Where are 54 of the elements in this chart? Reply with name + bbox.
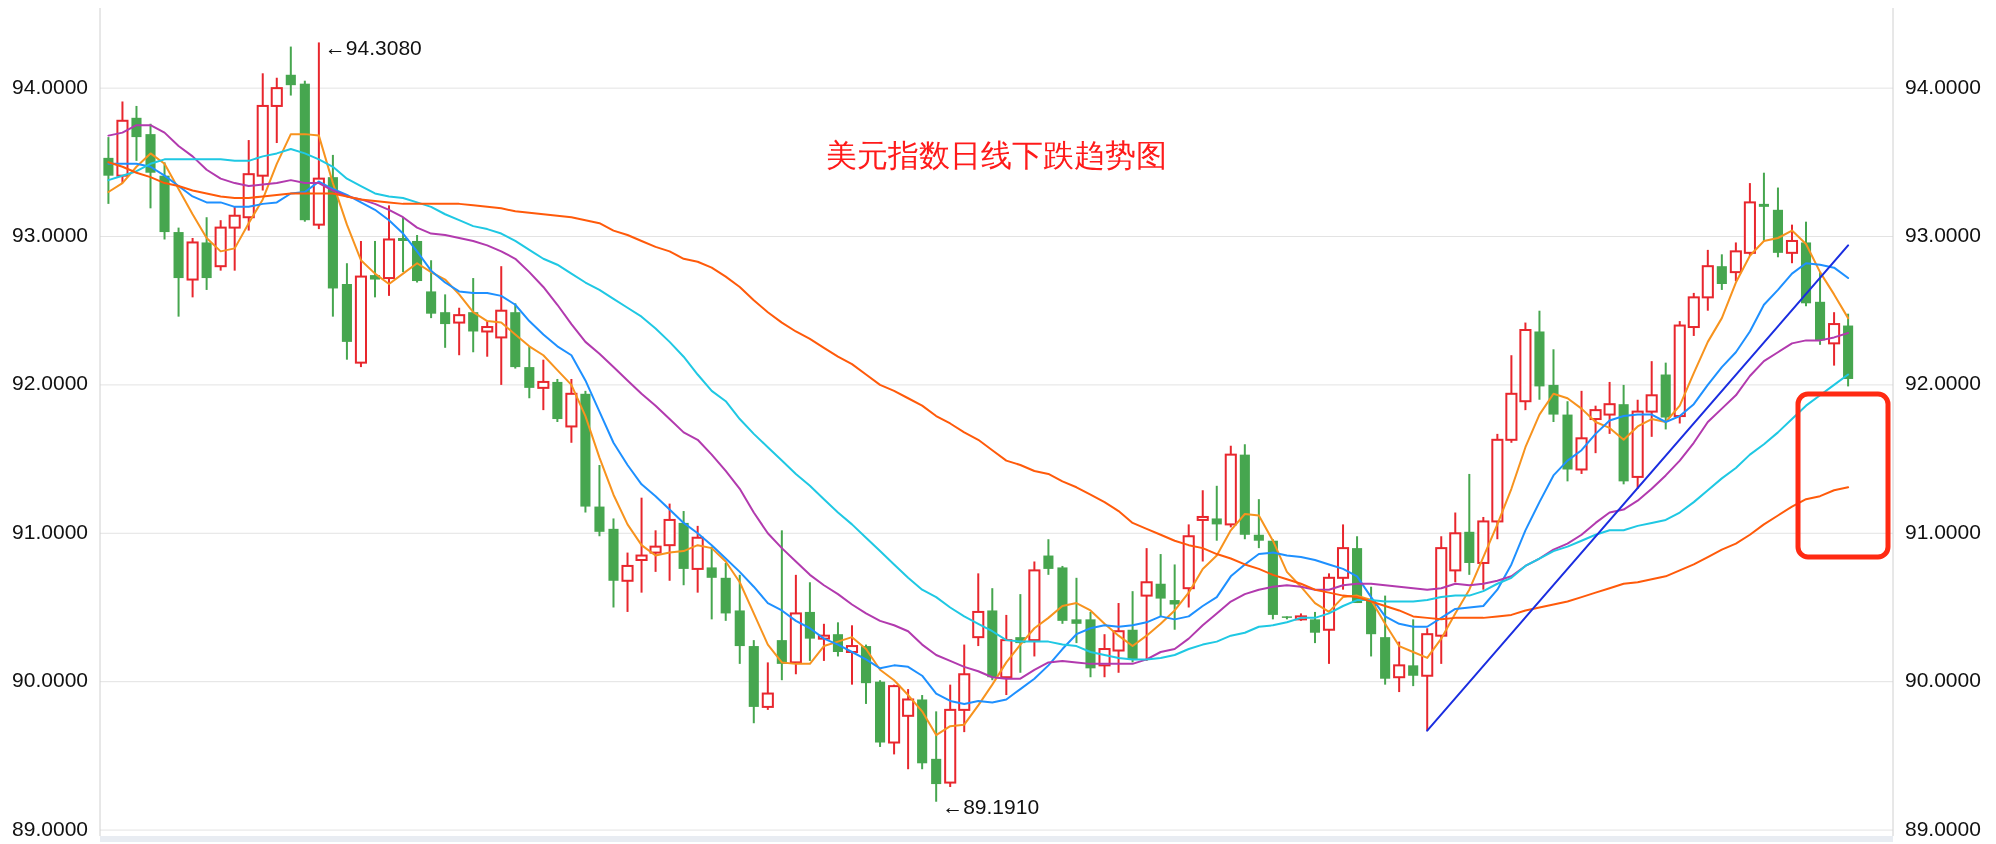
candlestick: [1758, 171, 1769, 242]
candlestick: [1408, 618, 1419, 688]
annotation: ←94.3080: [324, 35, 422, 59]
candlestick: [453, 306, 466, 357]
y2-tick-label: 92.0000: [1905, 371, 1981, 395]
candlestick: [1785, 223, 1799, 265]
candlestick: [440, 293, 451, 349]
candlestick: [1309, 610, 1321, 645]
candlestick: [1253, 498, 1264, 550]
candlestick: [1043, 538, 1054, 576]
candlestick: [1140, 547, 1153, 662]
candlestick: [524, 345, 535, 400]
candlestick: [1589, 404, 1602, 455]
candlestick: [1645, 360, 1658, 438]
candlestick: [1155, 553, 1166, 618]
candlestick: [1112, 602, 1125, 674]
candlestick: [635, 496, 648, 594]
candlestick: [706, 545, 717, 621]
y2-tick-label: 93.0000: [1905, 223, 1981, 247]
candlestick: [285, 45, 296, 97]
candlestick: [468, 277, 479, 354]
y-tick-label: 89.0000: [12, 816, 88, 840]
candlestick: [537, 358, 550, 412]
candlestick: [621, 551, 634, 613]
candlestick: [369, 239, 381, 299]
text: 美元指数日线下跌趋势图: [826, 138, 1167, 173]
candlestick: [761, 661, 774, 711]
y2-tick-label: 89.0000: [1905, 816, 1981, 840]
candlestick: [1211, 484, 1222, 542]
candlestick: [1071, 576, 1082, 645]
candlestick: [481, 320, 494, 358]
candlestick: [228, 205, 241, 272]
candlestick: [902, 688, 915, 771]
candlestick: [649, 529, 662, 573]
y-tick-label: 92.0000: [12, 371, 88, 395]
candlestick: [270, 76, 283, 145]
candlestick: [1603, 380, 1616, 435]
candlestick: [1828, 311, 1841, 367]
y-tick-label: 94.0000: [12, 74, 88, 98]
candlestick: [1196, 489, 1209, 563]
candlestick: [1393, 640, 1406, 694]
y2-tick-label: 91.0000: [1905, 519, 1981, 543]
y2-tick-label: 94.0000: [1905, 74, 1981, 98]
candlestick: [131, 104, 142, 162]
candlestick: [1169, 563, 1180, 631]
candlestick: [1729, 241, 1742, 283]
y-tick-label: 91.0000: [12, 519, 88, 543]
y-tick-label: 90.0000: [12, 668, 88, 692]
annotation: ←89.1910: [942, 795, 1040, 819]
candlestick: [103, 136, 114, 205]
candlestick: [426, 259, 437, 320]
candlestick: [1716, 253, 1727, 291]
y2-tick-label: 90.0000: [1905, 668, 1981, 692]
y-tick-label: 93.0000: [12, 223, 88, 247]
